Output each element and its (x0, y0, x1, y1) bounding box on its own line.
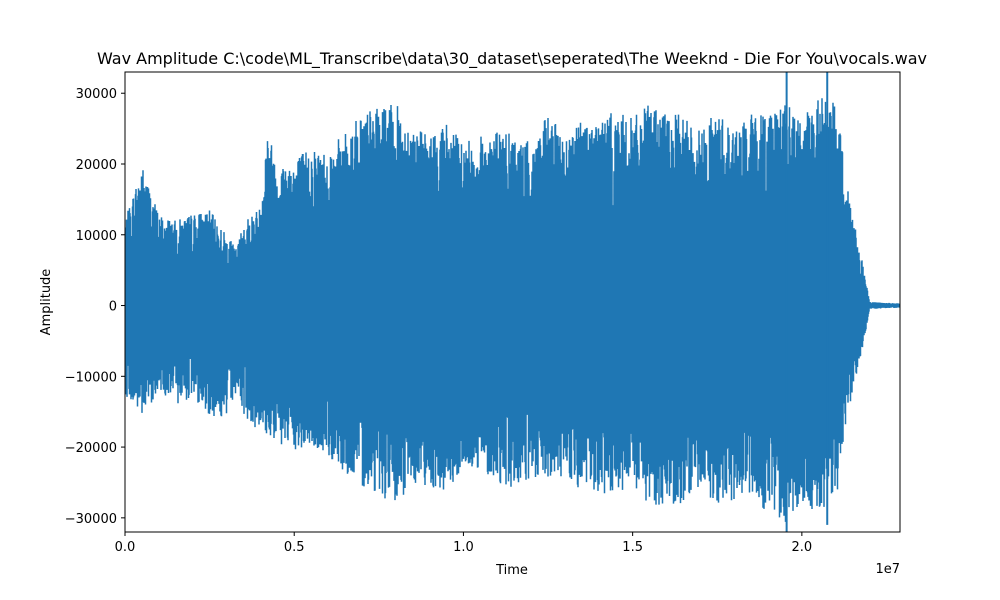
x-tick-label: 2.0 (792, 540, 813, 555)
y-tick-label: 20000 (76, 158, 117, 173)
x-axis-label: Time (495, 563, 528, 578)
y-axis-ticks: −30000 −20000 −10000 0 10000 20000 30000 (65, 87, 125, 527)
x-tick-label: 1.5 (622, 540, 643, 555)
y-tick-label: −10000 (65, 370, 117, 385)
x-tick-label: 0.5 (284, 540, 305, 555)
x-tick-label: 0.0 (115, 540, 136, 555)
y-axis-label: Amplitude (39, 269, 54, 336)
x-axis-ticks: 0.0 0.5 1.0 1.5 2.0 (115, 532, 813, 555)
x-axis-offset-label: 1e7 (875, 562, 900, 577)
y-tick-label: 10000 (76, 229, 117, 244)
waveform-line (125, 98, 900, 522)
axes-frame (124, 71, 901, 533)
y-tick-label: −30000 (65, 512, 117, 527)
chart-title: Wav Amplitude C:\code\ML_Transcribe\data… (97, 49, 927, 69)
y-tick-label: 0 (109, 300, 117, 315)
x-tick-label: 1.0 (453, 540, 474, 555)
y-tick-label: 30000 (76, 87, 117, 102)
plot-area (125, 72, 900, 532)
y-tick-label: −20000 (65, 441, 117, 456)
